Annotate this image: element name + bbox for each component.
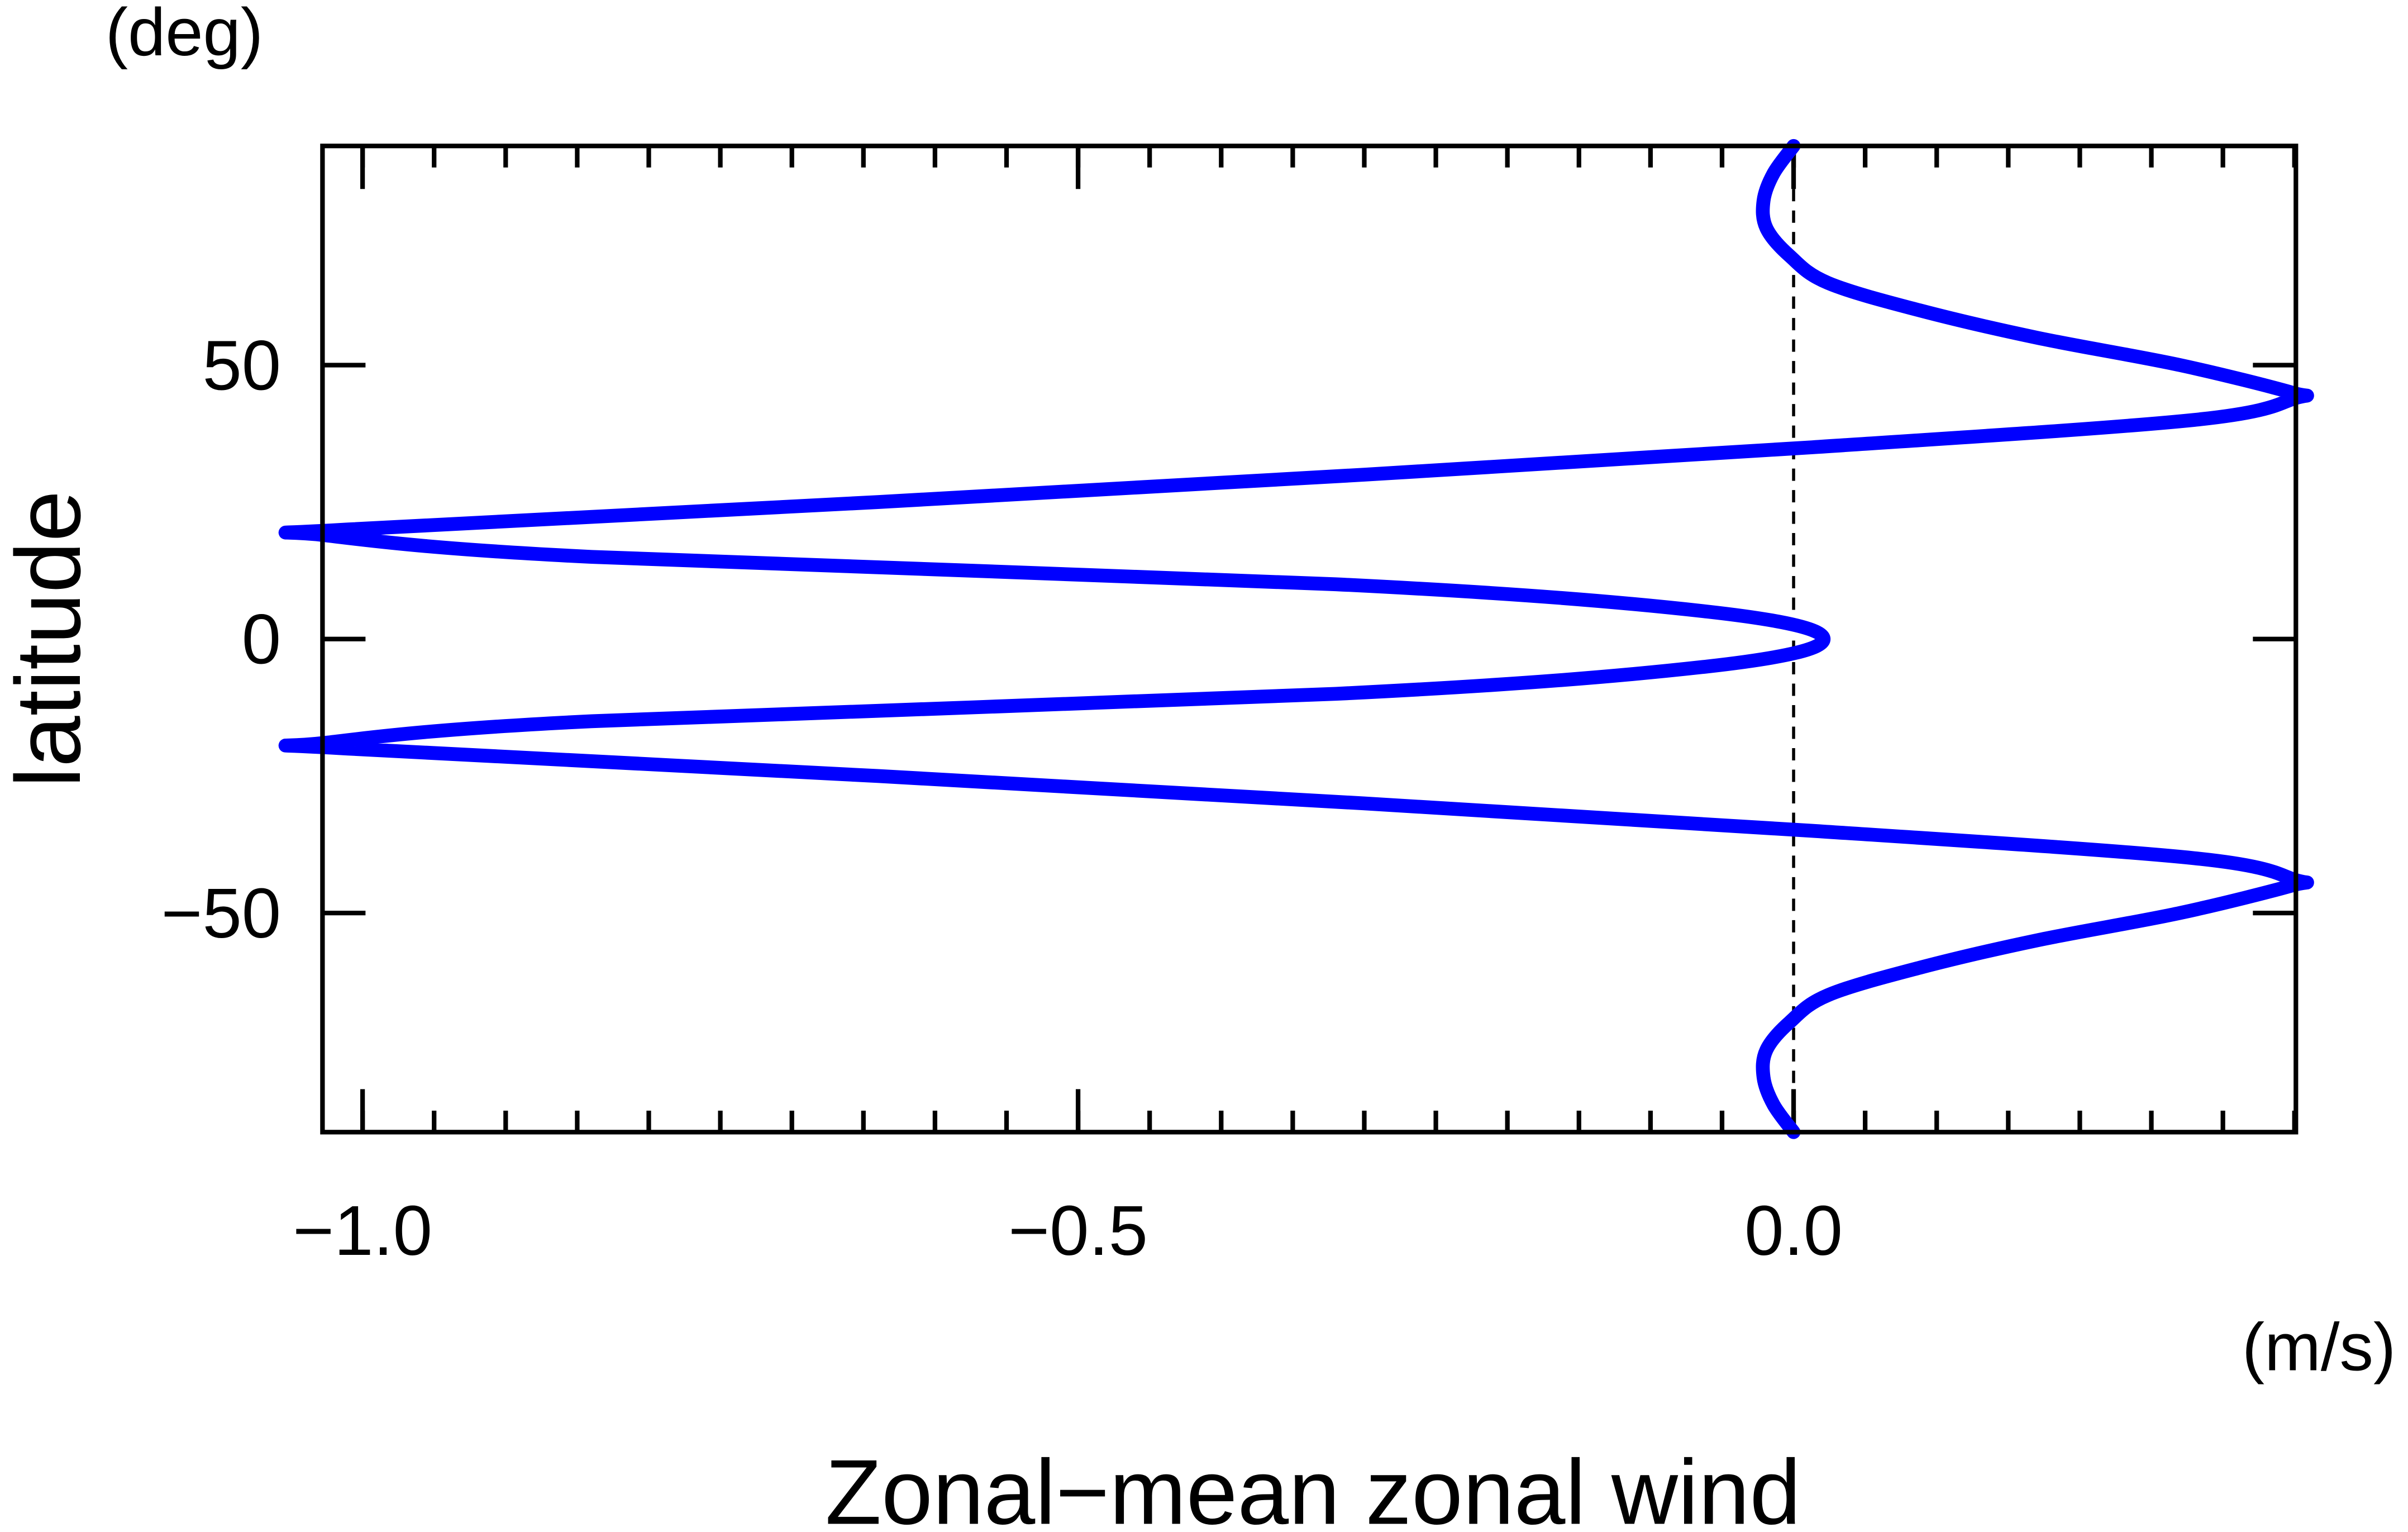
x-tick-label: −0.5: [1008, 1191, 1148, 1270]
plot-frame: [320, 144, 2299, 1135]
x-tick-label: 0.0: [1744, 1191, 1843, 1270]
y-tick-label: 0: [242, 600, 281, 679]
x-unit: (m/s): [2242, 1309, 2396, 1384]
y-axis-label: latitude: [0, 491, 99, 788]
y-tick-label: 50: [202, 326, 281, 405]
y-unit: (deg): [106, 0, 263, 70]
x-axis-label: Zonal−mean zonal wind: [825, 1440, 1801, 1532]
x-tick-label: −1.0: [293, 1191, 432, 1270]
wind-profile-line: [278, 139, 2314, 1139]
y-tick-label: −50: [161, 874, 282, 953]
